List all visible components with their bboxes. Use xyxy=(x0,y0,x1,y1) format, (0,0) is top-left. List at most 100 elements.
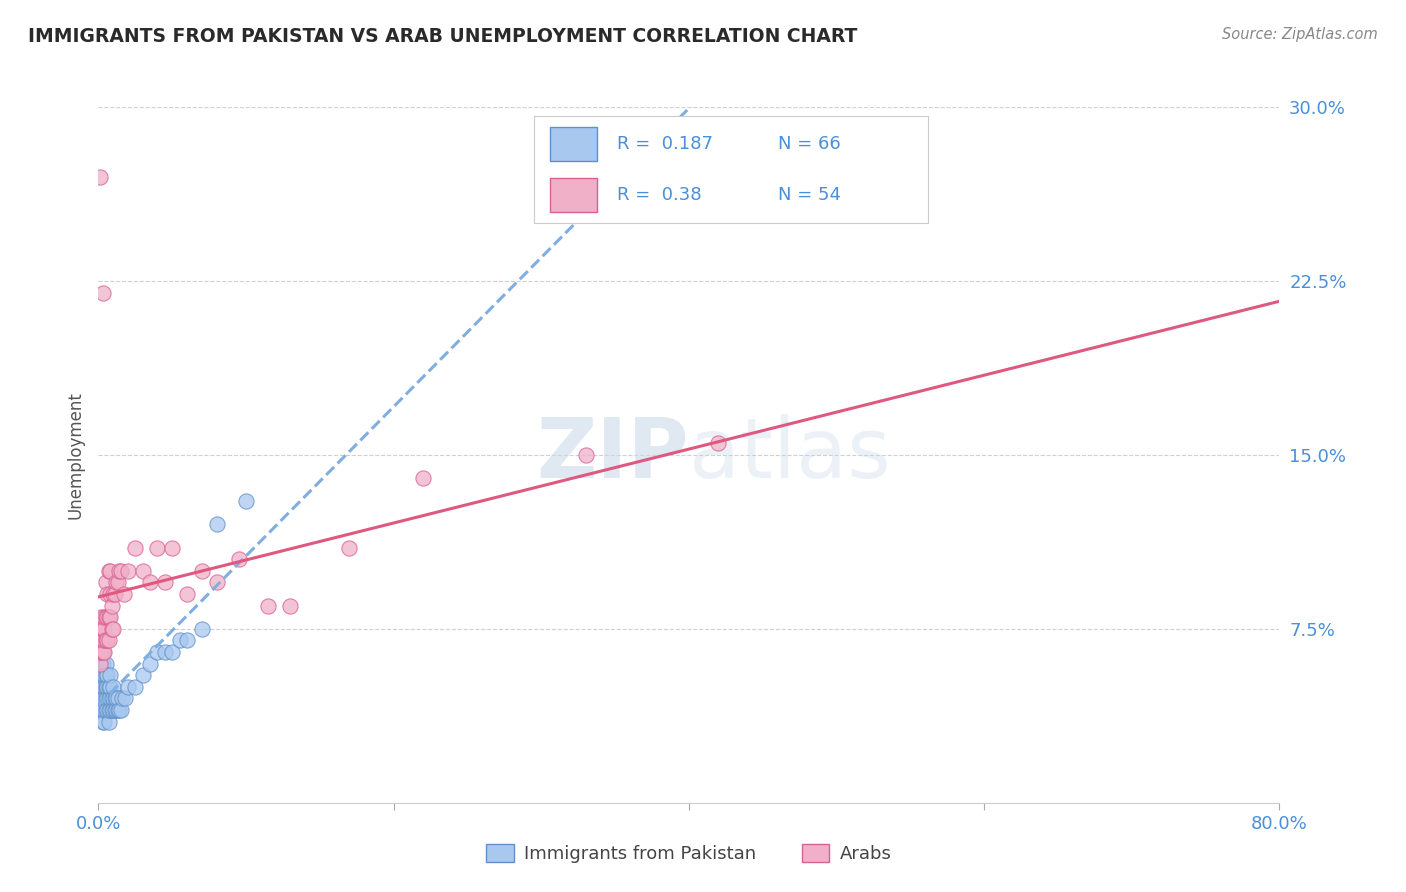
Y-axis label: Unemployment: Unemployment xyxy=(66,391,84,519)
Point xyxy=(104,691,127,706)
Text: N = 54: N = 54 xyxy=(779,186,841,204)
Point xyxy=(105,691,128,706)
Point xyxy=(169,633,191,648)
Point xyxy=(96,703,118,717)
FancyBboxPatch shape xyxy=(550,127,598,161)
Point xyxy=(97,633,120,648)
Point xyxy=(94,703,117,717)
Point xyxy=(162,645,183,659)
Point xyxy=(176,587,198,601)
Point xyxy=(97,714,120,729)
Point xyxy=(103,680,125,694)
Point xyxy=(110,564,132,578)
Point xyxy=(93,645,115,659)
Point xyxy=(103,622,125,636)
Point xyxy=(132,564,155,578)
Text: R =  0.38: R = 0.38 xyxy=(617,186,702,204)
Point xyxy=(91,691,114,706)
Point xyxy=(89,657,111,671)
Point xyxy=(707,436,730,450)
Point xyxy=(191,564,214,578)
Point xyxy=(93,680,115,694)
Point xyxy=(153,575,176,590)
Point xyxy=(146,645,169,659)
Point xyxy=(108,564,131,578)
Point xyxy=(90,668,112,682)
Point xyxy=(90,691,112,706)
Point xyxy=(111,691,134,706)
Point xyxy=(89,645,111,659)
Point xyxy=(96,610,118,624)
Point xyxy=(235,494,257,508)
Point xyxy=(94,575,117,590)
Point xyxy=(90,633,112,648)
Point xyxy=(100,703,122,717)
Point xyxy=(90,610,112,624)
Point xyxy=(574,448,596,462)
Text: R =  0.187: R = 0.187 xyxy=(617,135,713,153)
Point xyxy=(89,668,111,682)
Text: IMMIGRANTS FROM PAKISTAN VS ARAB UNEMPLOYMENT CORRELATION CHART: IMMIGRANTS FROM PAKISTAN VS ARAB UNEMPLO… xyxy=(28,27,858,45)
Point xyxy=(117,564,139,578)
Point xyxy=(124,680,146,694)
Point xyxy=(89,680,111,694)
Point xyxy=(94,633,117,648)
Point xyxy=(93,610,115,624)
Point xyxy=(162,541,183,555)
Point xyxy=(89,657,111,671)
Point xyxy=(105,575,128,590)
Point xyxy=(100,599,122,613)
Point xyxy=(108,703,131,717)
Point xyxy=(107,575,129,590)
Point xyxy=(97,610,120,624)
Point xyxy=(94,610,117,624)
Point xyxy=(100,691,122,706)
Point xyxy=(91,703,114,717)
Point xyxy=(98,680,121,694)
Point xyxy=(96,691,118,706)
Point xyxy=(89,169,111,184)
Legend: Immigrants from Pakistan, Arabs: Immigrants from Pakistan, Arabs xyxy=(479,837,898,871)
Point xyxy=(94,657,117,671)
Point xyxy=(91,633,114,648)
Point xyxy=(104,587,127,601)
Point xyxy=(90,703,112,717)
Point xyxy=(191,622,214,636)
Point xyxy=(112,587,135,601)
Point xyxy=(98,703,121,717)
Point xyxy=(89,703,111,717)
FancyBboxPatch shape xyxy=(550,178,598,212)
Point xyxy=(139,657,162,671)
Point xyxy=(91,645,114,659)
Point xyxy=(205,517,228,532)
Point xyxy=(278,599,302,613)
Point xyxy=(94,668,117,682)
Point xyxy=(110,703,132,717)
Point xyxy=(91,285,114,300)
Point xyxy=(93,668,115,682)
Point xyxy=(91,645,114,659)
Point xyxy=(228,552,250,566)
Point xyxy=(103,587,125,601)
Point xyxy=(98,587,121,601)
Point xyxy=(103,703,125,717)
Text: ZIP: ZIP xyxy=(537,415,689,495)
Point xyxy=(98,668,121,682)
Point xyxy=(139,575,162,590)
Point xyxy=(124,541,146,555)
Text: Source: ZipAtlas.com: Source: ZipAtlas.com xyxy=(1222,27,1378,42)
Point xyxy=(90,657,112,671)
Point xyxy=(107,703,129,717)
Point xyxy=(114,691,136,706)
Point xyxy=(205,575,228,590)
Point xyxy=(93,691,115,706)
Point xyxy=(97,564,120,578)
Point xyxy=(96,668,118,682)
Point xyxy=(94,680,117,694)
Point xyxy=(337,541,360,555)
Point xyxy=(98,691,121,706)
Point xyxy=(90,645,112,659)
Point xyxy=(412,471,434,485)
Point xyxy=(107,691,129,706)
Point xyxy=(93,703,115,717)
